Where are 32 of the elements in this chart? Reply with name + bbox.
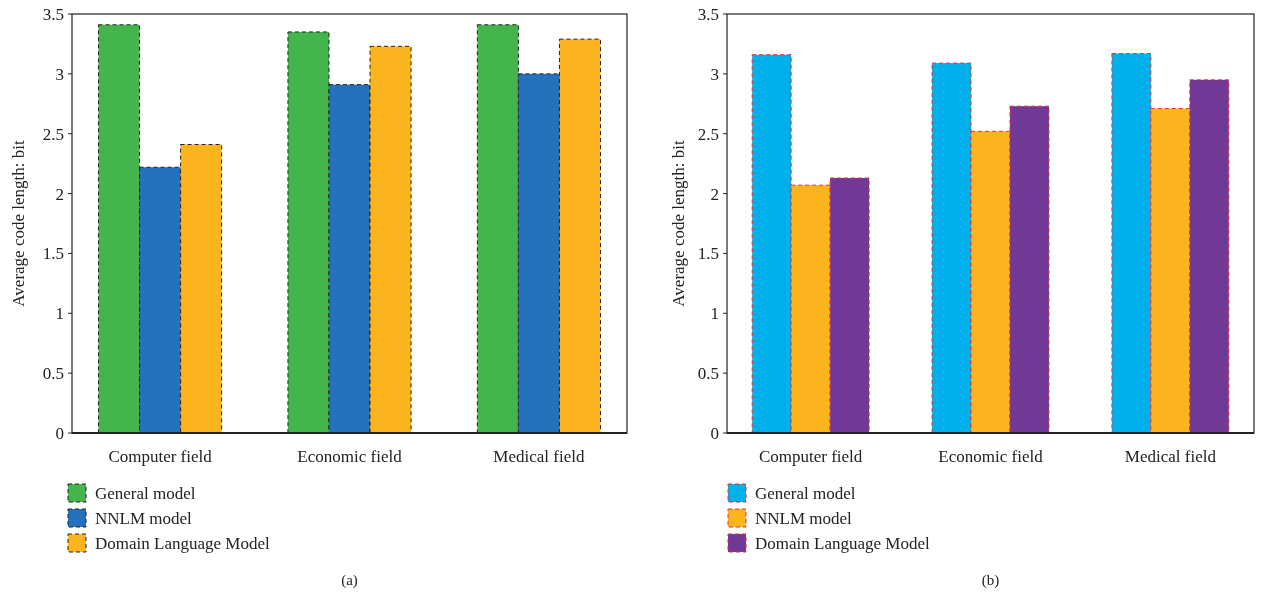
- y-tick-label: 0.5: [42, 364, 64, 384]
- legend-label: NNLM model: [755, 508, 853, 528]
- x-tick-label: Computer field: [108, 447, 213, 466]
- y-tick-label: 1: [710, 304, 719, 324]
- y-tick-label: 1: [55, 304, 64, 324]
- y-tick-label: 0.5: [697, 364, 719, 384]
- x-tick-label: Medical field: [493, 447, 585, 466]
- legend-label: General model: [95, 483, 196, 503]
- y-tick-label: 3.5: [697, 4, 719, 24]
- x-tick-label: Computer field: [758, 447, 863, 466]
- legend-label: General model: [755, 483, 856, 503]
- text: (b): [981, 572, 1000, 589]
- x-tick-label: Economic field: [297, 447, 403, 466]
- y-tick-label: 2: [710, 184, 719, 204]
- y-tick-label: 1.5: [42, 244, 64, 264]
- text: (a): [341, 572, 358, 589]
- y-tick-label: 2: [55, 184, 64, 204]
- x-tick-label: Medical field: [1124, 447, 1217, 466]
- y-tick-label: 2.5: [697, 124, 719, 144]
- x-tick-label: Economic field: [938, 447, 1044, 466]
- y-tick-label: 1.5: [697, 244, 719, 264]
- legend-label: Domain Language Model: [755, 533, 930, 553]
- y-tick-label: 2.5: [42, 124, 64, 144]
- y-tick-label: 0: [55, 423, 64, 443]
- legend-label: NNLM model: [95, 508, 193, 528]
- y-axis-title: Average code length: bit: [669, 140, 688, 307]
- y-tick-label: 0: [710, 423, 719, 443]
- y-tick-label: 3: [710, 64, 719, 84]
- y-axis-title: Average code length: bit: [9, 140, 28, 307]
- y-tick-label: 3.5: [42, 4, 64, 24]
- legend-label: Domain Language Model: [95, 533, 270, 553]
- y-tick-label: 3: [55, 64, 64, 84]
